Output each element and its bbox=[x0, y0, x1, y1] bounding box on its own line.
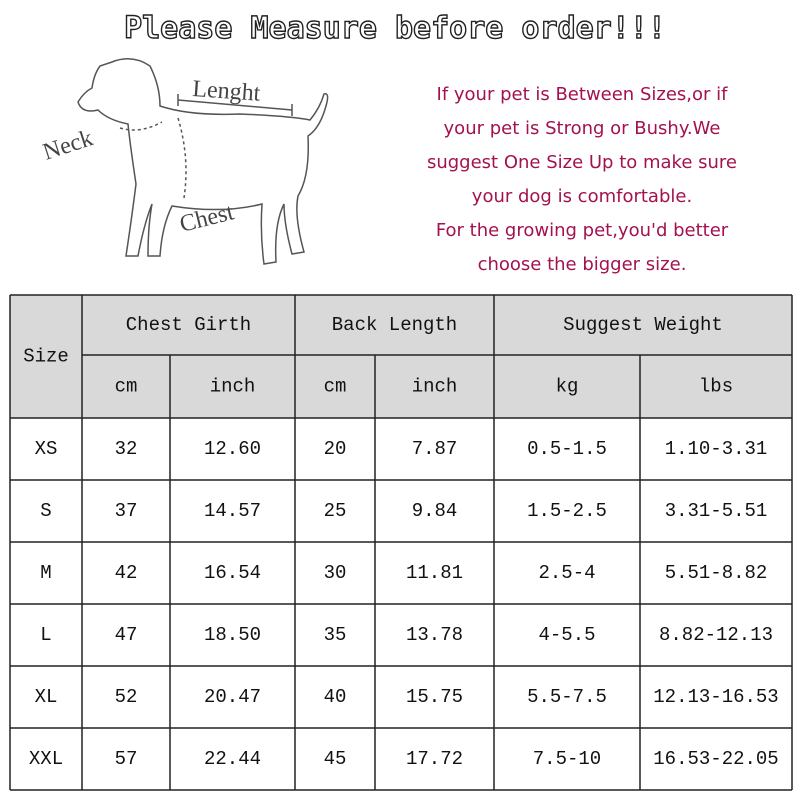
table-cell: 4-5.5 bbox=[538, 624, 595, 646]
table-cell: 7.87 bbox=[412, 438, 458, 460]
table-cell: 0.5-1.5 bbox=[527, 438, 607, 460]
table-cell: 5.51-8.82 bbox=[665, 562, 768, 584]
table-cell: 35 bbox=[324, 624, 347, 646]
size-label: XL bbox=[35, 686, 58, 708]
unit-header: inch bbox=[412, 376, 458, 398]
unit-header: inch bbox=[210, 376, 256, 398]
neck-label: Neck bbox=[40, 125, 96, 165]
note-line: choose the bigger size. bbox=[478, 254, 687, 275]
table-cell: 37 bbox=[115, 500, 138, 522]
unit-header: cm bbox=[115, 376, 138, 398]
table-cell: 30 bbox=[324, 562, 347, 584]
note-line: your pet is Strong or Bushy.We bbox=[444, 118, 721, 139]
table-cell: 17.72 bbox=[406, 748, 463, 770]
table-cell: 47 bbox=[115, 624, 138, 646]
length-label: Lenght bbox=[192, 76, 262, 107]
unit-header: lbs bbox=[699, 376, 733, 398]
page-title: Please Measure before order!!! bbox=[124, 11, 666, 46]
size-label: L bbox=[40, 624, 51, 646]
table-cell: 5.5-7.5 bbox=[527, 686, 607, 708]
table-cell: 13.78 bbox=[406, 624, 463, 646]
size-label: XXL bbox=[29, 748, 63, 770]
size-label: XS bbox=[35, 438, 58, 460]
group-header: Suggest Weight bbox=[563, 314, 723, 336]
table-cell: 7.5-10 bbox=[533, 748, 601, 770]
table-cell: 25 bbox=[324, 500, 347, 522]
group-header: Back Length bbox=[332, 314, 457, 336]
table-cell: 12.60 bbox=[204, 438, 261, 460]
table-cell: 14.57 bbox=[204, 500, 261, 522]
table-cell: 12.13-16.53 bbox=[653, 686, 778, 708]
table-cell: 1.5-2.5 bbox=[527, 500, 607, 522]
table-cell: 11.81 bbox=[406, 562, 463, 584]
table-cell: 3.31-5.51 bbox=[665, 500, 768, 522]
size-label: S bbox=[40, 500, 51, 522]
table-cell: 8.82-12.13 bbox=[659, 624, 773, 646]
table-cell: 57 bbox=[115, 748, 138, 770]
chest-label: Chest bbox=[177, 199, 237, 238]
table-cell: 1.10-3.31 bbox=[665, 438, 768, 460]
table-cell: 2.5-4 bbox=[538, 562, 595, 584]
table-cell: 20 bbox=[324, 438, 347, 460]
note-block: If your pet is Between Sizes,or if your p… bbox=[427, 84, 737, 275]
unit-header: cm bbox=[324, 376, 347, 398]
table-cell: 16.54 bbox=[204, 562, 261, 584]
table-cell: 40 bbox=[324, 686, 347, 708]
corner-header: Size bbox=[23, 346, 69, 368]
table-cell: 52 bbox=[115, 686, 138, 708]
note-line: If your pet is Between Sizes,or if bbox=[437, 84, 729, 105]
note-line: your dog is comfortable. bbox=[472, 186, 692, 207]
note-line: suggest One Size Up to make sure bbox=[427, 152, 737, 173]
dog-outline bbox=[77, 58, 329, 265]
table-cell: 32 bbox=[115, 438, 138, 460]
table-cell: 22.44 bbox=[204, 748, 261, 770]
table-cell: 45 bbox=[324, 748, 347, 770]
table-cell: 9.84 bbox=[412, 500, 458, 522]
table-cell: 15.75 bbox=[406, 686, 463, 708]
size-table: Size Chest Girth Back Length Suggest Weight… bbox=[9, 294, 793, 791]
group-header: Chest Girth bbox=[126, 314, 251, 336]
size-label: M bbox=[40, 562, 51, 584]
table-cell: 18.50 bbox=[204, 624, 261, 646]
table-cell: 42 bbox=[115, 562, 138, 584]
note-line: For the growing pet,you'd better bbox=[436, 220, 729, 241]
unit-header: kg bbox=[556, 376, 579, 398]
header-background bbox=[10, 295, 792, 418]
table-cell: 20.47 bbox=[204, 686, 261, 708]
table-cell: 16.53-22.05 bbox=[653, 748, 778, 770]
